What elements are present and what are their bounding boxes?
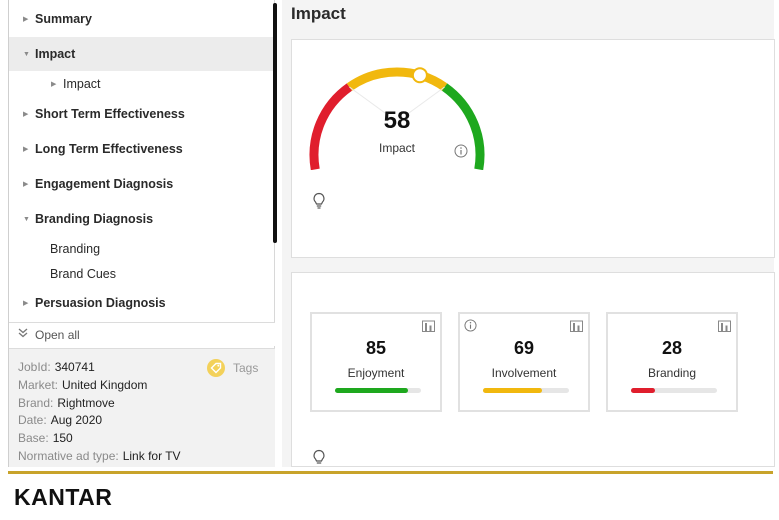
nav-item-short-term-effectiveness[interactable]: ▶ Short Term Effectiveness <box>9 97 275 131</box>
info-value: Rightmove <box>57 395 115 410</box>
nav-item-label: Long Term Effectiveness <box>35 142 183 156</box>
metric-progress-fill <box>631 388 656 393</box>
nav-item-persuasion-diagnosis[interactable]: ▶ Persuasion Diagnosis <box>9 286 275 320</box>
main-content: Impact 58 Impact <box>282 0 775 467</box>
bar-chart-icon[interactable] <box>422 319 435 337</box>
info-key: Normative ad type: <box>18 448 119 463</box>
metric-progress-track <box>483 388 569 393</box>
metric-progress-track <box>631 388 717 393</box>
nav-item-label: Branding <box>50 242 101 256</box>
expand-arrow-icon: ▶ <box>23 300 29 307</box>
info-row-market: Market: United Kingdom <box>18 377 275 395</box>
nav-item-impact[interactable]: ▼ Impact <box>9 37 275 71</box>
tag-icon <box>207 359 225 377</box>
nav-subitem-impact[interactable]: ▶ Impact <box>9 67 275 101</box>
info-row-base: Base: 150 <box>18 430 275 448</box>
gauge-red-segment <box>309 83 353 170</box>
info-value: 340741 <box>54 360 95 374</box>
metric-label: Enjoyment <box>347 366 405 380</box>
nav-item-summary[interactable]: ▶ Summary <box>9 2 275 36</box>
info-icon[interactable] <box>454 144 468 163</box>
expand-arrow-icon: ▶ <box>51 81 57 88</box>
tags-label: Tags <box>233 361 259 375</box>
nav-item-label: Impact <box>63 77 101 91</box>
open-all-label: Open all <box>35 327 80 342</box>
info-value: 150 <box>52 431 73 446</box>
info-row-normative-ad-type: Normative ad type: Link for TV <box>18 448 275 466</box>
nav-item-label: Engagement Diagnosis <box>35 177 174 191</box>
double-chevron-down-icon <box>9 328 35 341</box>
info-row-date: Date: Aug 2020 <box>18 412 275 430</box>
info-row-jobid: JobId: 340741 <box>18 359 275 377</box>
nav-item-label: Brand Cues <box>50 267 117 281</box>
info-key: Brand: <box>18 395 54 410</box>
metric-value: 85 <box>365 338 387 358</box>
page-title: Impact <box>291 4 346 23</box>
info-row-brand: Brand: Rightmove <box>18 395 275 413</box>
gauge-inner-line <box>349 86 389 116</box>
nav-item-label: Summary <box>35 12 92 26</box>
metric-value: 28 <box>661 338 683 358</box>
nav-item-label: Impact <box>35 47 76 61</box>
gauge-green-segment <box>441 83 485 170</box>
info-value: Aug 2020 <box>50 413 103 428</box>
job-info-panel: JobId: 340741 Market: United Kingdom Brand… <box>9 348 275 467</box>
open-all-button[interactable]: Open all <box>9 322 275 346</box>
gauge-label: Impact <box>378 141 415 155</box>
kantar-logo: KANTAR <box>14 484 113 510</box>
lightbulb-icon[interactable] <box>312 449 326 472</box>
metric-value: 69 <box>513 338 535 358</box>
bar-chart-icon[interactable] <box>718 319 731 337</box>
metrics-card: 85 Enjoyment 69 Involvement 28 <box>291 272 775 467</box>
collapse-arrow-icon: ▼ <box>23 50 30 58</box>
info-value: Link for TV <box>122 448 181 463</box>
info-key: JobId: <box>18 360 51 374</box>
report-navigation: ▶ Summary ▼ Impact ▶ Impact ▶ Short Term… <box>9 0 275 322</box>
info-value: United Kingdom <box>62 377 148 392</box>
metric-label: Involvement <box>491 366 557 380</box>
lightbulb-icon[interactable] <box>312 192 326 215</box>
gauge-yellow-segment <box>346 67 448 91</box>
nav-item-label: Persuasion Diagnosis <box>35 296 166 310</box>
nav-subitem-branding[interactable]: Branding <box>9 232 275 266</box>
metric-progress-track <box>335 388 421 393</box>
bar-chart-icon[interactable] <box>570 319 583 337</box>
nav-subitem-brand-cues[interactable]: Brand Cues <box>9 257 275 291</box>
gauge-value: 58 <box>383 107 411 134</box>
expand-arrow-icon: ▶ <box>23 111 29 118</box>
info-icon[interactable] <box>464 319 477 337</box>
expand-arrow-icon: ▶ <box>23 146 29 153</box>
info-key: Date: <box>18 413 47 428</box>
tags-button[interactable]: Tags <box>207 359 258 377</box>
nav-item-branding-diagnosis[interactable]: ▼ Branding Diagnosis <box>9 202 275 236</box>
gauge-inner-line <box>405 86 445 116</box>
metric-tile-enjoyment[interactable]: 85 Enjoyment <box>310 312 442 412</box>
metric-tile-branding[interactable]: 28 Branding <box>606 312 738 412</box>
expand-arrow-icon: ▶ <box>23 181 29 188</box>
nav-item-long-term-effectiveness[interactable]: ▶ Long Term Effectiveness <box>9 132 275 166</box>
sidebar-scrollbar[interactable] <box>273 3 277 243</box>
impact-gauge <box>309 67 485 170</box>
gauge-marker <box>411 67 428 84</box>
metric-tile-involvement[interactable]: 69 Involvement <box>458 312 590 412</box>
footer-divider <box>8 471 773 474</box>
metric-progress-fill <box>483 388 543 393</box>
metric-label: Branding <box>647 366 697 380</box>
collapse-arrow-icon: ▼ <box>23 215 30 223</box>
metric-progress-fill <box>335 388 409 393</box>
app-frame: ▶ Summary ▼ Impact ▶ Impact ▶ Short Term… <box>8 0 775 467</box>
expand-arrow-icon: ▶ <box>23 16 29 23</box>
info-key: Market: <box>18 377 59 392</box>
nav-item-label: Branding Diagnosis <box>35 212 154 226</box>
sidebar: ▶ Summary ▼ Impact ▶ Impact ▶ Short Term… <box>9 0 277 467</box>
impact-gauge-card: 58 Impact <box>291 39 775 258</box>
nav-item-label: Short Term Effectiveness <box>35 107 185 121</box>
info-key: Base: <box>18 431 49 446</box>
nav-item-engagement-diagnosis[interactable]: ▶ Engagement Diagnosis <box>9 167 275 201</box>
